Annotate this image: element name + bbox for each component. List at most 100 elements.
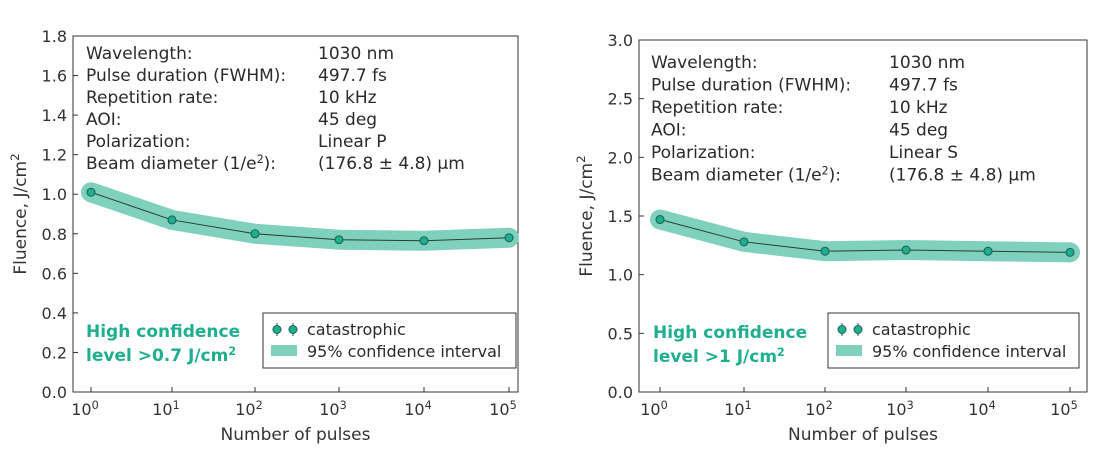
- confidence-statement: High confidence level >0.7 J/cm2: [86, 322, 240, 366]
- x-tick-label-base: 10: [152, 400, 172, 419]
- y-tick-label: 0.8: [42, 225, 67, 244]
- x-tick-label: 103: [319, 399, 346, 420]
- legend-band-swatch: [271, 345, 297, 356]
- legend-marker-label: catastrophic: [307, 320, 406, 339]
- confidence-line-2-sup: 2: [777, 346, 785, 359]
- x-tick-label-base: 10: [71, 400, 91, 419]
- x-tick-label-base: 10: [805, 400, 825, 419]
- x-tick-label-sup: 3: [340, 399, 347, 412]
- y-axis: 0.0 0.5 1.0 1.5 2.0 2.5 3.0: [608, 31, 644, 402]
- x-tick-label: 100: [640, 399, 667, 420]
- data-point: [655, 215, 665, 225]
- y-axis-label-text: Fluence, J/cm: [577, 163, 597, 277]
- y-axis-label: Fluence, J/cm2: [574, 155, 597, 276]
- confidence-line-1: High confidence: [653, 323, 807, 343]
- x-tick-label: 101: [724, 399, 751, 420]
- param-label: Repetition rate:: [651, 98, 783, 118]
- param-label-end: ):: [829, 166, 841, 186]
- x-tick-label-base: 10: [968, 400, 988, 419]
- param-label-sup: 2: [822, 164, 829, 177]
- legend-band-label: 95% confidence interval: [872, 342, 1066, 361]
- x-tick-label: 100: [71, 399, 98, 420]
- y-axis-label: Fluence, J/cm2: [8, 153, 31, 274]
- series-line: [659, 219, 1071, 253]
- confidence-line-2-text: level >0.7 J/cm: [86, 346, 228, 366]
- y-tick-label: 2.0: [608, 148, 633, 167]
- y-axis-label-text: Fluence, J/cm: [11, 161, 31, 275]
- param-label: AOI:: [651, 121, 686, 141]
- y-axis-label-sup: 2: [8, 153, 22, 161]
- param-label: AOI:: [86, 110, 121, 130]
- legend: catastrophic 95% confidence interval: [262, 312, 517, 369]
- param-value: 45 deg: [889, 121, 948, 141]
- x-tick-label-sup: 0: [661, 399, 668, 412]
- param-value: (176.8 ± 4.8) μm: [318, 154, 465, 174]
- param-value: 497.7 fs: [318, 66, 387, 86]
- legend-marker: [288, 325, 298, 334]
- legend-marker: [837, 325, 847, 334]
- param-label: Polarization:: [651, 143, 756, 163]
- y-tick-label: 0.4: [42, 304, 67, 323]
- x-tick-label-base: 10: [886, 400, 906, 419]
- param-label: Polarization:: [86, 132, 191, 152]
- x-tick-label: 105: [489, 399, 516, 420]
- confidence-line-2: level >0.7 J/cm2: [86, 345, 236, 367]
- x-tick-label-sup: 5: [510, 399, 517, 412]
- series-line: [90, 191, 510, 242]
- legend-marker: [853, 325, 863, 334]
- y-tick-label: 0.5: [608, 324, 633, 343]
- param-label: Pulse duration (FWHM):: [651, 76, 851, 96]
- x-tick-label-sup: 4: [989, 399, 996, 412]
- param-value: 497.7 fs: [889, 76, 958, 96]
- x-tick-label-base: 10: [640, 400, 660, 419]
- y-axis-label-sup: 2: [574, 155, 588, 163]
- data-point: [983, 246, 993, 256]
- data-point: [419, 236, 429, 246]
- x-tick-label-sup: 4: [425, 399, 432, 412]
- x-tick-label-sup: 2: [826, 399, 833, 412]
- x-axis-label: Number of pulses: [221, 425, 371, 445]
- param-label-sup: 2: [257, 153, 264, 166]
- y-tick-label: 1.2: [42, 146, 67, 165]
- param-label: Wavelength:: [651, 53, 758, 73]
- param-value: 10 kHz: [889, 98, 948, 118]
- legend-box: [827, 312, 1080, 369]
- y-tick-label: 1.5: [608, 207, 633, 226]
- param-label-end: ):: [264, 154, 276, 174]
- y-tick-label: 2.5: [608, 90, 633, 109]
- legend-band-label: 95% confidence interval: [307, 342, 501, 361]
- param-label-text: Beam diameter (1/e: [86, 154, 257, 174]
- x-tick-label-base: 10: [489, 400, 509, 419]
- x-tick-label-sup: 3: [907, 399, 914, 412]
- data-point: [739, 237, 749, 247]
- legend-band-swatch: [836, 345, 862, 356]
- confidence-line-2-sup: 2: [228, 345, 236, 358]
- y-tick-label: 1.4: [42, 106, 67, 125]
- param-value: 1030 nm: [318, 44, 394, 64]
- legend-marker-label: catastrophic: [872, 320, 971, 339]
- confidence-line-2: level >1 J/cm2: [653, 346, 785, 368]
- param-value: Linear P: [318, 132, 387, 152]
- param-value: 45 deg: [318, 110, 377, 130]
- param-value: Linear S: [889, 143, 958, 163]
- x-tick-label: 105: [1050, 399, 1077, 420]
- x-tick-label-base: 10: [1050, 400, 1070, 419]
- confidence-line-2-text: level >1 J/cm: [653, 347, 777, 367]
- data-point: [334, 235, 344, 245]
- x-tick-label-base: 10: [319, 400, 339, 419]
- param-label: Beam diameter (1/e2):: [86, 153, 276, 175]
- parameters: Wavelength: 1030 nm Pulse duration (FWHM):…: [86, 44, 465, 174]
- x-tick-label-sup: 1: [745, 399, 752, 412]
- confidence-band: [81, 182, 519, 251]
- y-tick-label: 0.0: [42, 383, 67, 402]
- param-value: 1030 nm: [889, 53, 965, 73]
- x-tick-label-base: 10: [724, 400, 744, 419]
- param-label: Wavelength:: [86, 44, 193, 64]
- param-label-text: Beam diameter (1/e: [651, 166, 822, 186]
- x-tick-label: 104: [404, 399, 431, 420]
- param-label: Beam diameter (1/e2):: [651, 164, 841, 186]
- confidence-statement: High confidence level >1 J/cm2: [653, 323, 807, 367]
- x-tick-label: 103: [886, 399, 913, 420]
